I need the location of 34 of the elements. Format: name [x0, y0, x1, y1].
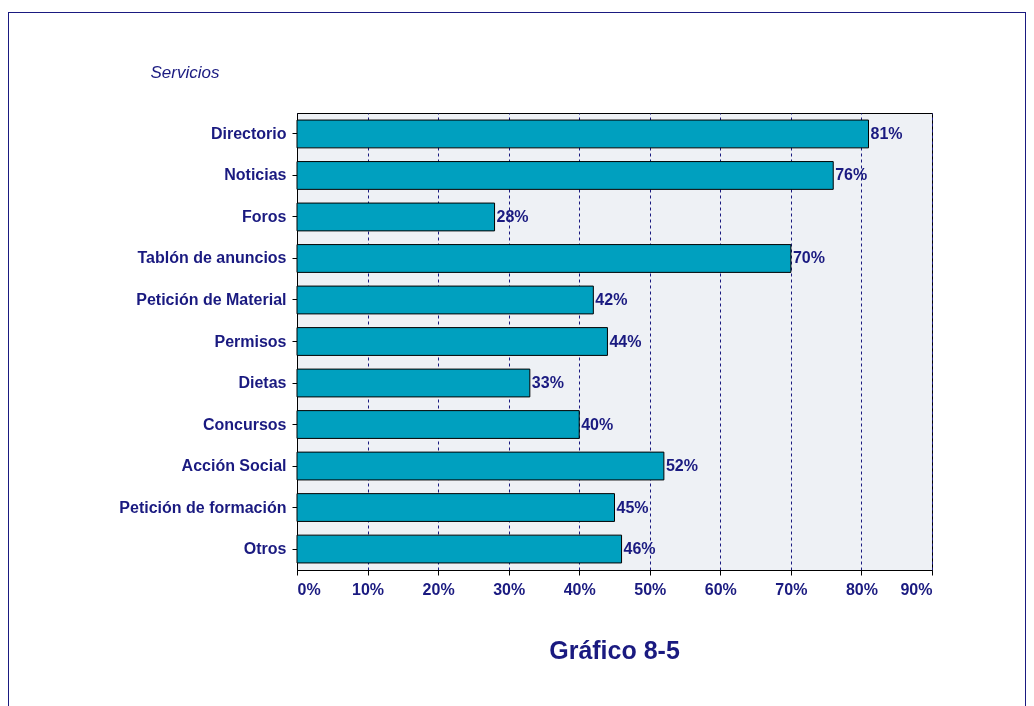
- y-tick-label: Concursos: [202, 415, 287, 433]
- data-label: 76%: [835, 166, 868, 184]
- data-label: 42%: [595, 290, 628, 308]
- x-tick-label: 10%: [352, 580, 385, 598]
- x-tick-label: 50%: [634, 580, 667, 598]
- y-tick-label: Dietas: [238, 374, 287, 392]
- y-axis-title: Servicios: [150, 62, 220, 82]
- x-tick-label: 70%: [775, 580, 808, 598]
- y-tick-label: Petición de Material: [136, 290, 287, 308]
- data-label: 70%: [792, 249, 825, 267]
- y-tick-label: Tablón de anuncios: [137, 249, 287, 267]
- data-label: 45%: [616, 498, 649, 516]
- data-label: 46%: [623, 540, 656, 558]
- x-tick-label: 80%: [845, 580, 878, 598]
- data-label: 52%: [665, 457, 698, 475]
- y-tick-label: Directorio: [210, 124, 287, 142]
- data-label: 81%: [870, 124, 903, 142]
- x-tick-label: 40%: [563, 580, 596, 598]
- x-tick-label: 30%: [493, 580, 526, 598]
- data-label: 33%: [531, 374, 564, 392]
- y-tick-label: Foros: [242, 207, 287, 225]
- data-label: 44%: [609, 332, 642, 350]
- x-tick-label: 60%: [704, 580, 737, 598]
- y-tick-label: Acción Social: [181, 457, 287, 475]
- y-tick-label: Otros: [243, 540, 287, 558]
- text: Gráfico 8-5: [549, 636, 680, 664]
- y-tick-label: Permisos: [214, 332, 287, 350]
- data-label: 40%: [581, 415, 614, 433]
- y-tick-label: Petición de formación: [119, 498, 287, 516]
- x-tick-label: 0%: [297, 580, 321, 598]
- data-label: 28%: [496, 207, 529, 225]
- x-tick-label: 90%: [900, 580, 933, 598]
- x-tick-label: 20%: [422, 580, 455, 598]
- y-tick-label: Noticias: [224, 166, 287, 184]
